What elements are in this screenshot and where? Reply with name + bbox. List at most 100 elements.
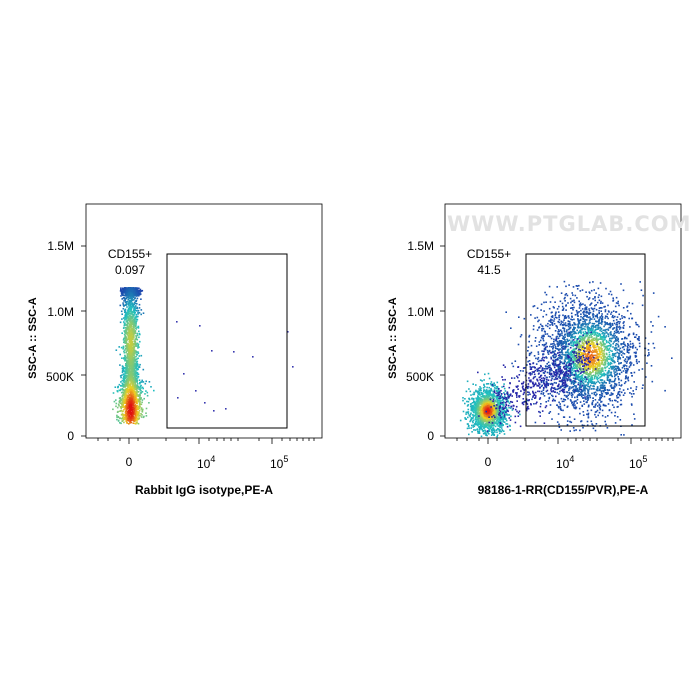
- cd155-positive-event-dot: [598, 347, 600, 350]
- isotype-event-dot: [139, 382, 141, 384]
- cd155-negative-event-dot: [475, 384, 477, 386]
- cd155-negative-event-dot: [483, 411, 485, 413]
- isotype-gate[interactable]: [166, 253, 288, 429]
- cd155-negative-event-dot: [478, 409, 481, 412]
- cd155-negative-event-dot: [491, 425, 494, 427]
- cd155-negative-event-dot: [482, 432, 485, 435]
- cd155-negative-event-dot: [471, 424, 473, 427]
- isotype-event-dot: [129, 416, 132, 419]
- cd155-negative-event-dot: [484, 423, 487, 426]
- isotype-event-dot: [138, 312, 141, 314]
- isotype-event-dot: [116, 411, 119, 413]
- isotype-event-dot: [138, 399, 141, 401]
- cd155-positive-event-dot: [553, 323, 556, 325]
- isotype-event-dot: [130, 320, 133, 323]
- cd155-negative-event-dot: [468, 397, 470, 400]
- isotype-event-dot: [141, 391, 144, 393]
- cd155-negative-event-dot: [471, 410, 474, 412]
- isotype-event-dot: [121, 403, 123, 405]
- cd155-negative-event-dot: [473, 425, 476, 428]
- isotype-event-dot: [124, 317, 126, 319]
- isotype-event-dot: [137, 415, 140, 417]
- cd155-positive-event-dot: [545, 342, 548, 344]
- cd155-positive-event-dot: [599, 359, 601, 362]
- cd155-positive-event-dot: [556, 286, 558, 288]
- isotype-event-dot: [132, 343, 135, 345]
- cd155-positive-event-dot: [592, 382, 594, 384]
- isotype-event-dot: [130, 330, 132, 332]
- cd155-negative-event-dot: [496, 427, 499, 430]
- cd155-negative-event-dot: [495, 387, 497, 390]
- isotype-event-dot: [123, 324, 126, 327]
- isotype-event-dot: [130, 395, 133, 397]
- isotype-event-dot: [120, 391, 123, 394]
- cd155-positive-event-dot: [561, 305, 564, 308]
- isotype-event-dot: [127, 343, 129, 345]
- cd155-negative-event-dot: [464, 402, 466, 405]
- cd155-negative-event-dot: [510, 407, 512, 409]
- isotype-event-dot: [121, 371, 124, 373]
- isotype-event-dot: [127, 390, 129, 393]
- cd155-positive-event-dot: [553, 356, 555, 359]
- isotype-event-dot: [128, 332, 131, 334]
- cd155-positive-event-dot: [588, 332, 590, 334]
- cd155-negative-event-dot: [501, 418, 504, 421]
- isotype-event-dot: [124, 377, 126, 379]
- isotype-event-dot: [134, 413, 136, 415]
- isotype-event-dot: [130, 313, 133, 315]
- isotype-event-dot: [129, 314, 131, 317]
- cd155-negative-event-dot: [486, 403, 489, 405]
- cd155-positive-event-dot: [580, 395, 583, 398]
- cd155-negative-event-dot: [493, 387, 496, 389]
- cd155-positive-event-dot: [604, 310, 607, 313]
- cd155-negative-event-dot: [489, 410, 492, 412]
- cd155-positive-event-dot: [523, 367, 526, 369]
- cd155-negative-event-dot: [495, 417, 497, 419]
- isotype-event-dot: [130, 414, 133, 417]
- isotype-event-dot: [115, 399, 117, 401]
- cd155-negative-event-dot: [470, 427, 472, 429]
- cd155-negative-event-dot: [483, 386, 486, 388]
- cd155-negative-event-dot: [481, 409, 483, 412]
- cd155-negative-event-dot: [467, 425, 470, 427]
- isotype-event-dot: [129, 341, 132, 343]
- isotype-event-dot: [141, 408, 144, 411]
- cd155-negative-event-dot: [485, 425, 488, 428]
- cd155-negative-event-dot: [480, 428, 483, 430]
- isotype-event-dot: [137, 327, 140, 329]
- isotype-event-dot: [135, 400, 137, 403]
- isotype-event-dot: [123, 351, 126, 354]
- isotype-event-dot: [126, 388, 129, 390]
- isotype-event-dot: [140, 407, 143, 409]
- isotype-event-dot: [119, 406, 122, 408]
- isotype-event-dot: [136, 408, 138, 411]
- cd155-positive-event-dot: [597, 334, 600, 336]
- isotype-event-dot: [130, 322, 132, 324]
- isotype-event-dot: [132, 306, 134, 308]
- isotype-event-dot: [134, 390, 136, 392]
- isotype-event-dot: [132, 316, 134, 319]
- isotype-event-dot: [134, 414, 137, 416]
- cd155-negative-event-dot: [475, 406, 478, 408]
- cd155-negative-event-dot: [502, 405, 505, 407]
- isotype-event-dot: [135, 361, 138, 363]
- cd155-positive-event-dot: [589, 386, 591, 388]
- isotype-event-dot: [133, 315, 135, 317]
- isotype-event-dot: [137, 343, 140, 346]
- cd155-negative-event-dot: [466, 380, 469, 383]
- isotype-event-dot: [127, 296, 129, 298]
- isotype-event-dot: [131, 376, 134, 379]
- isotype-event-dot: [139, 394, 141, 397]
- isotype-event-dot: [125, 410, 128, 413]
- cd155-negative-event-dot: [485, 394, 487, 397]
- isotype-gate-event-dot: [176, 321, 178, 323]
- cd155-negative-event-dot: [484, 391, 486, 394]
- cd155-positive-event-dot: [584, 307, 586, 310]
- cd155-negative-event-dot: [476, 423, 478, 426]
- isotype-event-dot: [129, 305, 132, 308]
- isotype-event-dot: [114, 386, 117, 388]
- cd155-negative-event-dot: [502, 399, 504, 401]
- cd155-positive-event-dot: [635, 334, 638, 336]
- cd155-negative-event-dot: [486, 400, 489, 402]
- cd155-negative-event-dot: [506, 399, 509, 401]
